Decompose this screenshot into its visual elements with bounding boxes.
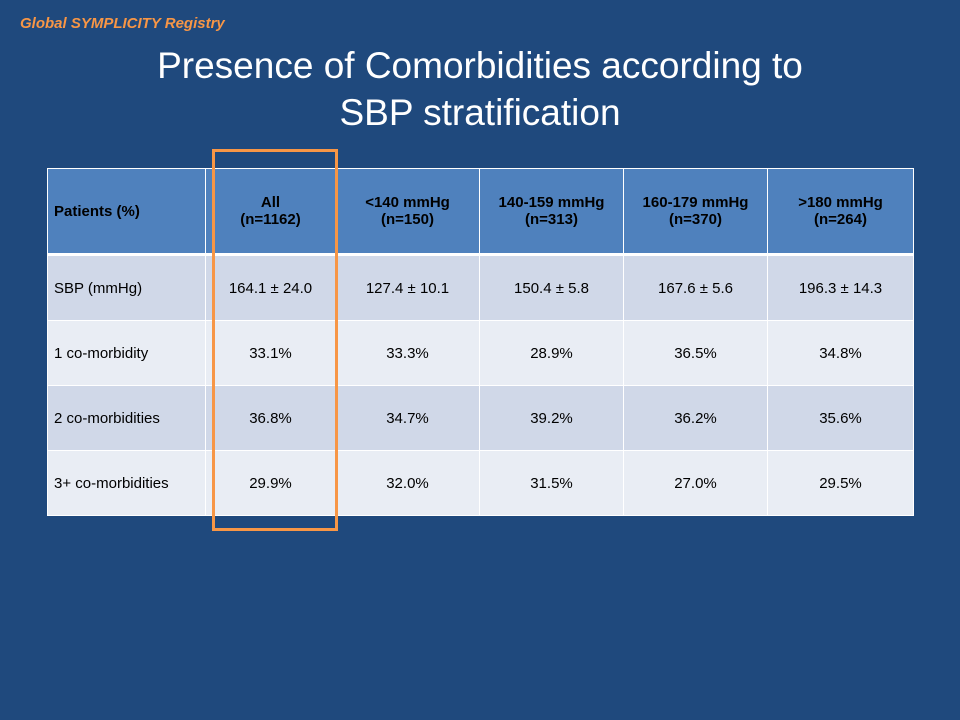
table-cell: 28.9%: [479, 320, 624, 386]
header-cell-lt140: <140 mmHg (n=150): [335, 168, 480, 256]
table-cell: 29.5%: [767, 450, 914, 516]
table-row-1-comorbidity: 1 co-morbidity 33.1% 33.3% 28.9% 36.5% 3…: [47, 320, 914, 386]
header-label: <140 mmHg: [365, 194, 450, 211]
table-cell: 196.3 ± 14.3: [767, 254, 914, 321]
header-label: All: [260, 194, 281, 211]
row-label: 2 co-morbidities: [47, 385, 206, 451]
row-label: 3+ co-morbidities: [47, 450, 206, 516]
table-cell: 27.0%: [623, 450, 768, 516]
table-cell: 167.6 ± 5.6: [623, 254, 768, 321]
header-cell-all: All (n=1162): [205, 168, 336, 256]
table-cell: 127.4 ± 10.1: [335, 254, 480, 321]
table-cell: 36.5%: [623, 320, 768, 386]
table-cell: 36.2%: [623, 385, 768, 451]
header-n: (n=264): [814, 211, 867, 228]
table-row-3plus-comorbidities: 3+ co-morbidities 29.9% 32.0% 31.5% 27.0…: [47, 450, 914, 516]
slide-title-line-2: SBP stratification: [339, 92, 621, 133]
table-row-2-comorbidities: 2 co-morbidities 36.8% 34.7% 39.2% 36.2%…: [47, 385, 914, 451]
table-cell: 32.0%: [335, 450, 480, 516]
comorbidities-table: Patients (%) All (n=1162) <140 mmHg (n=1…: [47, 168, 914, 516]
header-label: 140-159 mmHg: [498, 194, 605, 211]
header-cell-gt180: >180 mmHg (n=264): [767, 168, 914, 256]
row-label: 1 co-morbidity: [47, 320, 206, 386]
table-cell: 150.4 ± 5.8: [479, 254, 624, 321]
table-cell: 33.3%: [335, 320, 480, 386]
header-n: (n=1162): [240, 211, 301, 228]
slide-title: Presence of Comorbidities according to S…: [0, 42, 960, 136]
table-header-row: Patients (%) All (n=1162) <140 mmHg (n=1…: [47, 168, 914, 256]
table-cell: 31.5%: [479, 450, 624, 516]
row-label: SBP (mmHg): [47, 254, 206, 321]
table-cell: 164.1 ± 24.0: [205, 254, 336, 321]
table-cell: 34.8%: [767, 320, 914, 386]
header-n: (n=313): [525, 211, 578, 228]
table-row-sbp: SBP (mmHg) 164.1 ± 24.0 127.4 ± 10.1 150…: [47, 254, 914, 321]
header-cell-patients: Patients (%): [47, 168, 206, 256]
table-cell: 29.9%: [205, 450, 336, 516]
table-cell: 33.1%: [205, 320, 336, 386]
header-n: (n=370): [669, 211, 722, 228]
table-cell: 39.2%: [479, 385, 624, 451]
table-cell: 35.6%: [767, 385, 914, 451]
slide-title-line-1: Presence of Comorbidities according to: [157, 45, 803, 86]
table-cell: 34.7%: [335, 385, 480, 451]
header-cell-140-159: 140-159 mmHg (n=313): [479, 168, 624, 256]
table-cell: 36.8%: [205, 385, 336, 451]
header-label: 160-179 mmHg: [642, 194, 749, 211]
header-label: >180 mmHg: [798, 194, 883, 211]
header-n: (n=150): [381, 211, 434, 228]
registry-label: Global SYMPLICITY Registry: [20, 15, 225, 32]
header-cell-160-179: 160-179 mmHg (n=370): [623, 168, 768, 256]
